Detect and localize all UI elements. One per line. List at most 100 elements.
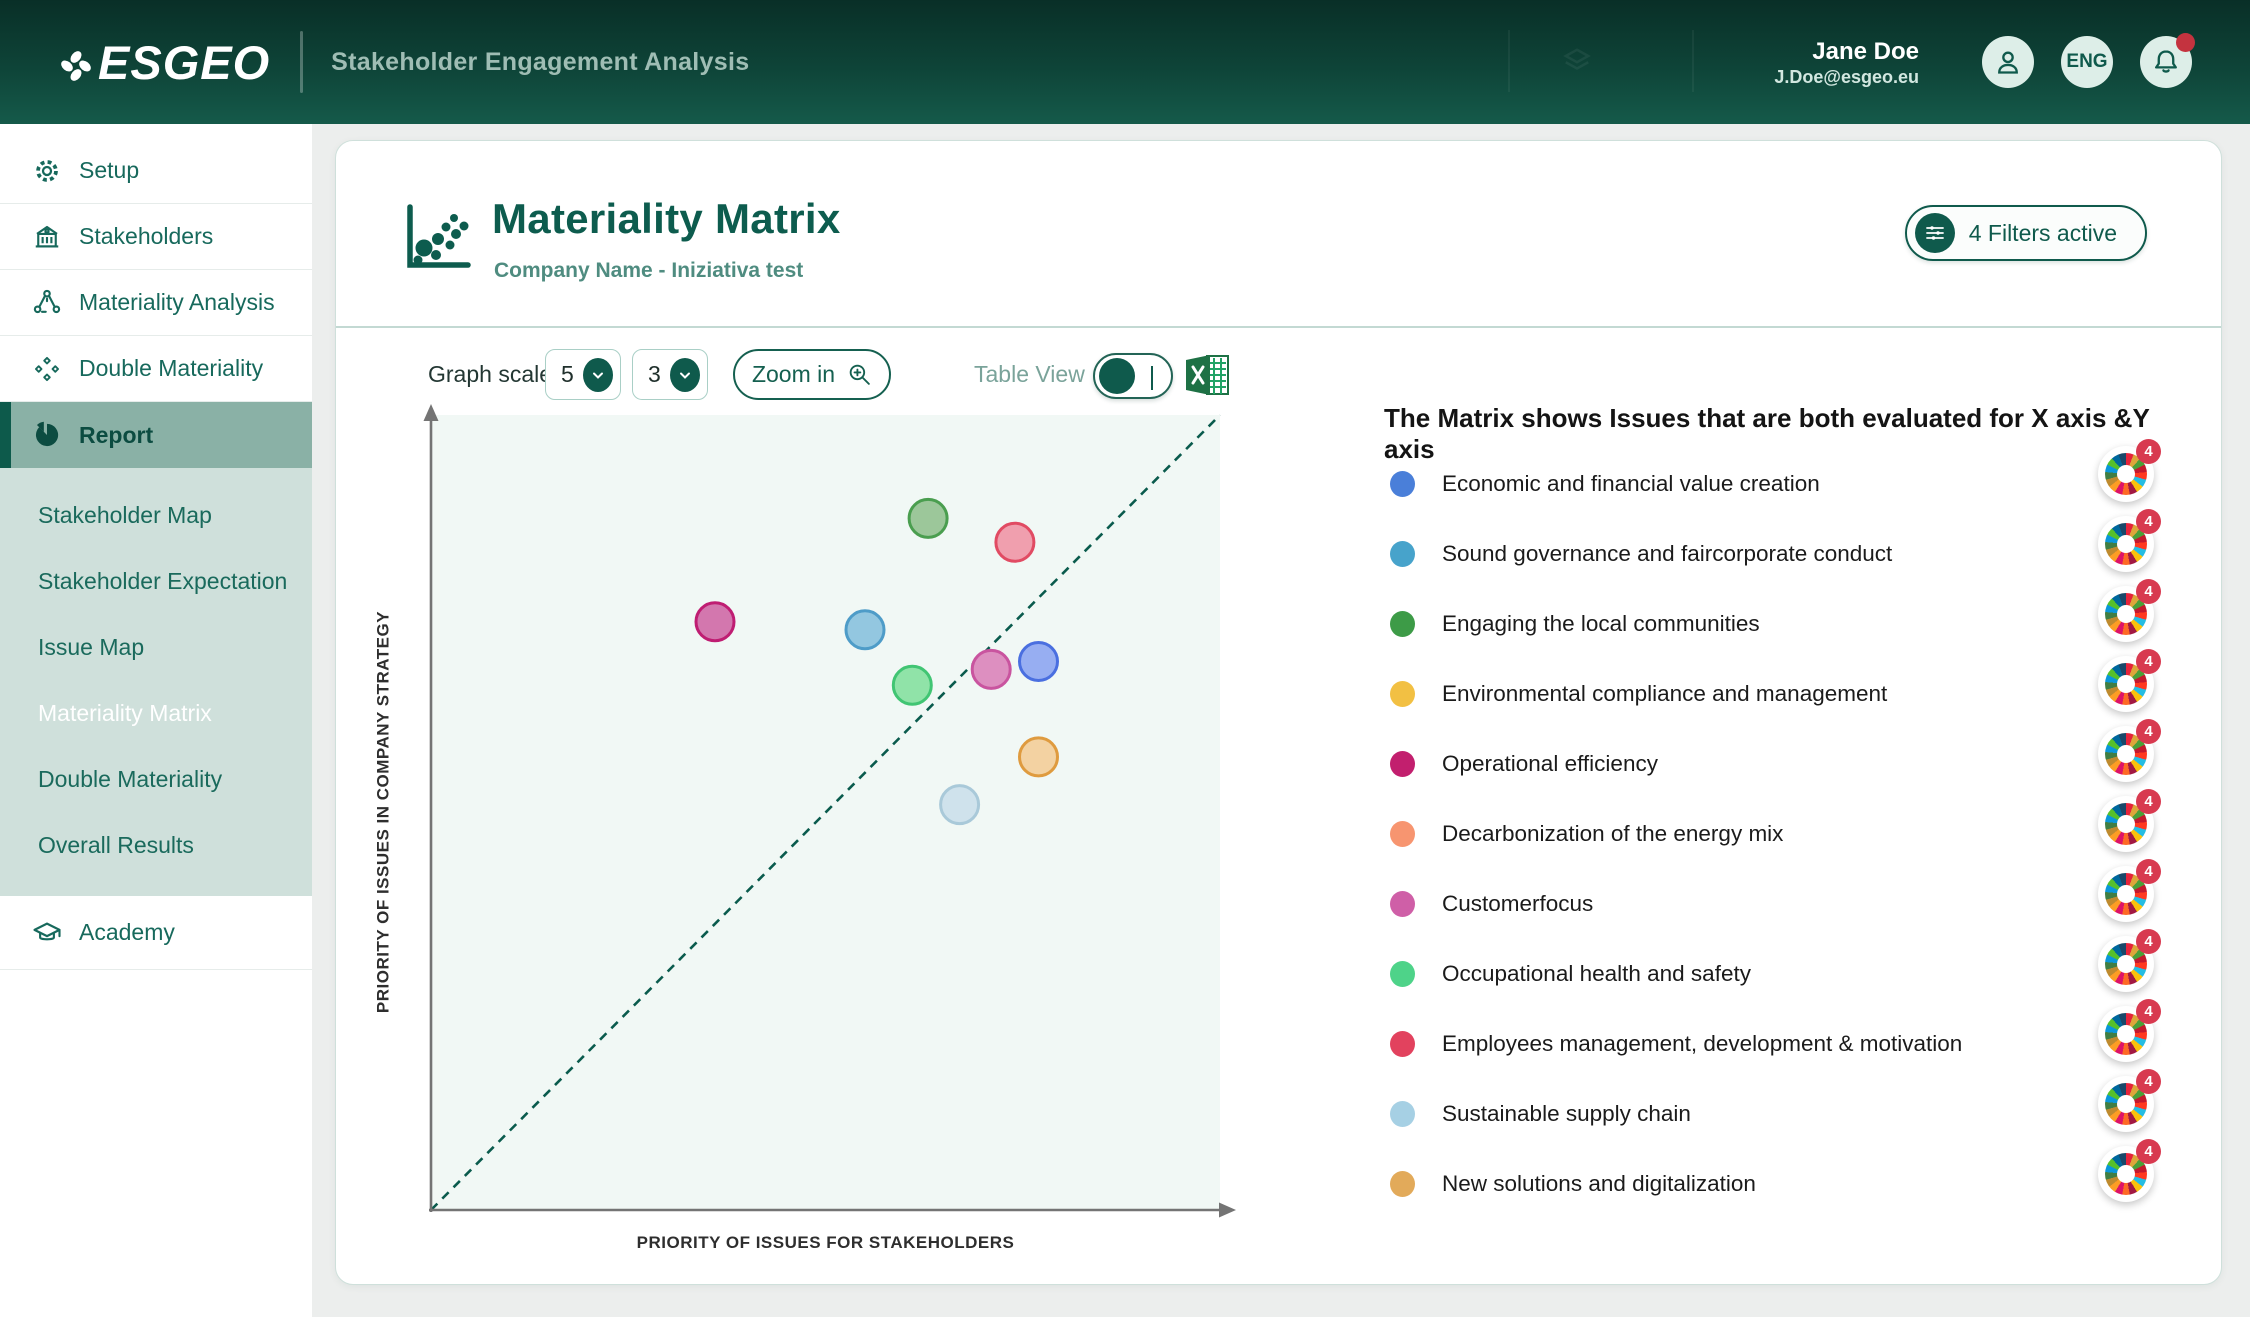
issue-color-dot xyxy=(1390,541,1415,567)
sdg-wheel-icon xyxy=(2098,446,2154,502)
issue-label: New solutions and digitalization xyxy=(1442,1171,1756,1196)
sdg-count-badge: 4 xyxy=(2136,649,2161,674)
notifications-button[interactable] xyxy=(2140,33,2195,88)
sdg-wheel-button[interactable]: 4 xyxy=(2098,439,2161,502)
header-divider xyxy=(300,31,304,93)
submenu-double-materiality[interactable]: Double Materiality xyxy=(38,766,223,792)
matrix-bubble[interactable] xyxy=(994,521,1036,563)
zoom-in-button[interactable]: Zoom in xyxy=(733,349,891,400)
legend-item: New solutions and digitalization 4 xyxy=(1384,1139,2161,1219)
sdg-count-badge: 4 xyxy=(2136,929,2161,954)
header-watermark-decoration xyxy=(1500,28,1730,96)
profile-button[interactable] xyxy=(1982,36,2034,88)
issue-label: Customerfocus xyxy=(1442,891,1594,916)
x-axis-label: PRIORITY OF ISSUES FOR STAKEHOLDERS xyxy=(636,1233,1015,1252)
logo-text: ESGEO xyxy=(98,35,271,89)
scatter-plot-icon xyxy=(407,204,471,268)
app-subtitle: Stakeholder Engagement Analysis xyxy=(331,47,750,76)
legend-item: Operational efficiency 4 xyxy=(1384,719,2161,799)
x-scale-select[interactable]: 5 xyxy=(545,349,621,400)
card-header-divider xyxy=(336,326,2221,328)
sidebar-item-setup[interactable]: Setup xyxy=(0,138,312,204)
sdg-wheel-button[interactable]: 4 xyxy=(2098,649,2161,712)
issue-color-dot xyxy=(1390,681,1415,707)
chevron-down-icon xyxy=(583,358,613,392)
matrix-bubble[interactable] xyxy=(907,497,949,539)
sidebar-item-report[interactable]: Report xyxy=(0,402,312,468)
sdg-wheel-icon xyxy=(2098,516,2154,572)
graduation-cap-icon xyxy=(30,916,64,950)
sdg-wheel-button[interactable]: 4 xyxy=(2098,1139,2161,1202)
user-name: Jane Doe xyxy=(1812,37,1919,65)
diagonal-reference-line xyxy=(430,414,1221,1211)
language-button[interactable]: ENG xyxy=(2061,36,2113,88)
submenu-stakeholder-expectation[interactable]: Stakeholder Expectation xyxy=(38,568,288,594)
sdg-wheel-button[interactable]: 4 xyxy=(2098,579,2161,642)
legend-item: Engaging the local communities 4 xyxy=(1384,579,2161,659)
issues-legend-list: Economic and financial value creation 4 … xyxy=(1384,439,2161,1219)
filter-sliders-icon xyxy=(1914,213,1955,253)
sidebar: Setup Stakeholders Materiality Analysis xyxy=(0,124,312,1317)
submenu-issue-map[interactable]: Issue Map xyxy=(38,634,145,660)
submenu-stakeholder-map[interactable]: Stakeholder Map xyxy=(38,502,212,528)
submenu-overall-results[interactable]: Overall Results xyxy=(38,832,194,858)
report-submenu: Stakeholder Map Stakeholder Expectation … xyxy=(0,468,312,896)
issue-color-dot xyxy=(1390,1171,1415,1197)
issue-color-dot xyxy=(1390,891,1415,917)
sidebar-item-stakeholders[interactable]: Stakeholders xyxy=(0,204,312,270)
submenu-materiality-matrix[interactable]: Materiality Matrix xyxy=(38,700,212,726)
sdg-wheel-icon xyxy=(2098,726,2154,782)
sdg-count-badge: 4 xyxy=(2136,789,2161,814)
sdg-wheel-button[interactable]: 4 xyxy=(2098,1069,2161,1132)
y-scale-value: 3 xyxy=(648,361,661,387)
sidebar-item-materiality-analysis[interactable]: Materiality Analysis xyxy=(0,270,312,336)
matrix-bubble[interactable] xyxy=(1018,736,1059,778)
diamonds-icon xyxy=(30,352,64,386)
y-axis-arrow xyxy=(423,404,439,421)
sdg-wheel-button[interactable]: 4 xyxy=(2098,999,2161,1062)
issue-color-dot xyxy=(1390,471,1415,497)
matrix-bubble[interactable] xyxy=(891,664,933,706)
sidebar-item-label: Materiality Analysis xyxy=(79,289,275,315)
sidebar-item-academy[interactable]: Academy xyxy=(0,896,312,970)
table-view-toggle[interactable] xyxy=(1093,353,1173,399)
filters-active-button[interactable]: 4 Filters active xyxy=(1904,205,2147,261)
matrix-bubble[interactable] xyxy=(939,784,981,826)
magnifier-plus-icon xyxy=(849,364,870,385)
matrix-bubble[interactable] xyxy=(970,648,1012,690)
sdg-count-badge: 4 xyxy=(2136,579,2161,604)
sidebar-item-label: Stakeholders xyxy=(79,223,214,249)
matrix-bubble[interactable] xyxy=(844,609,886,651)
sdg-count-badge: 4 xyxy=(2136,999,2161,1024)
sidebar-item-label: Academy xyxy=(79,919,175,945)
zoom-in-label: Zoom in xyxy=(751,361,836,387)
legend-item: Sustainable supply chain 4 xyxy=(1384,1069,2161,1149)
sdg-wheel-button[interactable]: 4 xyxy=(2098,509,2161,572)
matrix-bubble[interactable] xyxy=(694,601,736,643)
matrix-bubble[interactable] xyxy=(1018,641,1059,682)
issue-color-dot xyxy=(1390,961,1415,987)
notification-dot xyxy=(2176,33,2195,52)
sdg-wheel-button[interactable]: 4 xyxy=(2098,859,2161,922)
legend-item: Environmental compliance and management … xyxy=(1384,649,2161,729)
excel-icon xyxy=(1186,355,1229,395)
legend-item: Customerfocus 4 xyxy=(1384,859,2161,939)
issue-color-dot xyxy=(1390,821,1415,847)
legend-item: Decarbonization of the energy mix 4 xyxy=(1384,789,2161,869)
sdg-count-badge: 4 xyxy=(2136,859,2161,884)
graph-scale-label: Graph scale xyxy=(428,361,553,387)
sdg-wheel-button[interactable]: 4 xyxy=(2098,789,2161,852)
filters-active-label: 4 Filters active xyxy=(1968,219,2117,246)
user-info: Jane Doe J.Doe@esgeo.eu xyxy=(1774,37,1919,88)
issue-color-dot xyxy=(1390,751,1415,777)
sdg-wheel-button[interactable]: 4 xyxy=(2098,929,2161,992)
app-logo[interactable]: ESGEO xyxy=(58,39,270,86)
y-scale-select[interactable]: 3 xyxy=(632,349,708,400)
sdg-wheel-icon xyxy=(2098,1076,2154,1132)
excel-export-button[interactable] xyxy=(1184,353,1232,397)
issue-label: Economic and financial value creation xyxy=(1442,471,1820,496)
sidebar-item-double-materiality[interactable]: Double Materiality xyxy=(0,336,312,402)
legend-heading: The Matrix shows Issues that are both ev… xyxy=(1384,403,2150,464)
issue-label: Sustainable supply chain xyxy=(1442,1101,1691,1126)
sdg-wheel-button[interactable]: 4 xyxy=(2098,719,2161,782)
